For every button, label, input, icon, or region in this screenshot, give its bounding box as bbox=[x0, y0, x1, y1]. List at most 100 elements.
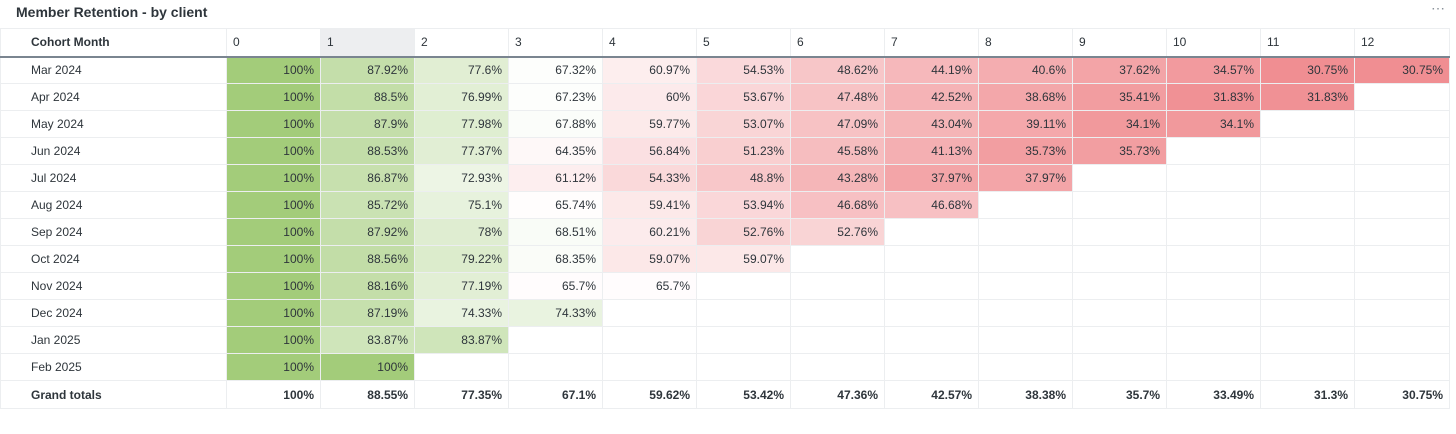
retention-cell: 47.48% bbox=[790, 83, 885, 111]
table-row: Nov 2024 100% 88.16% 77.19% 65.7% 65.7% bbox=[0, 272, 1450, 300]
empty-cell bbox=[1354, 110, 1450, 138]
column-header-8[interactable]: 8 bbox=[978, 28, 1073, 58]
empty-cell bbox=[1072, 353, 1167, 381]
empty-cell bbox=[508, 353, 603, 381]
empty-cell bbox=[1260, 191, 1355, 219]
column-header-7[interactable]: 7 bbox=[884, 28, 979, 58]
retention-cell: 53.07% bbox=[696, 110, 791, 138]
column-header-5[interactable]: 5 bbox=[696, 28, 791, 58]
retention-cell: 100% bbox=[226, 299, 321, 327]
retention-cell: 60.97% bbox=[602, 56, 697, 84]
retention-cell: 100% bbox=[226, 245, 321, 273]
retention-cell: 65.74% bbox=[508, 191, 603, 219]
retention-cell: 60.21% bbox=[602, 218, 697, 246]
retention-cell: 83.87% bbox=[414, 326, 509, 354]
retention-cell: 53.67% bbox=[696, 83, 791, 111]
retention-cell: 87.9% bbox=[320, 110, 415, 138]
retention-cell: 78% bbox=[414, 218, 509, 246]
cohort-month-label: Jan 2025 bbox=[0, 326, 227, 354]
grand-totals-label: Grand totals bbox=[0, 380, 227, 409]
retention-cell: 87.92% bbox=[320, 218, 415, 246]
cohort-month-label: Aug 2024 bbox=[0, 191, 227, 219]
empty-cell bbox=[1354, 191, 1450, 219]
retention-cell: 31.83% bbox=[1260, 83, 1355, 111]
empty-cell bbox=[602, 326, 697, 354]
retention-cell: 83.87% bbox=[320, 326, 415, 354]
grand-total-cell: 30.75% bbox=[1354, 380, 1450, 409]
cohort-month-label: May 2024 bbox=[0, 110, 227, 138]
column-header-1[interactable]: 1 bbox=[320, 28, 415, 58]
empty-cell bbox=[790, 272, 885, 300]
column-header-4[interactable]: 4 bbox=[602, 28, 697, 58]
column-header-2[interactable]: 2 bbox=[414, 28, 509, 58]
column-header-cohort-month[interactable]: Cohort Month bbox=[0, 28, 227, 58]
retention-cell: 37.97% bbox=[978, 164, 1073, 192]
more-options-icon[interactable]: ⋯ bbox=[1431, 0, 1446, 16]
retention-cell: 59.77% bbox=[602, 110, 697, 138]
retention-table: Cohort Month 0 1 2 3 4 5 6 7 8 9 10 11 12 Mar 2024 10… bbox=[0, 28, 1450, 409]
retention-cell: 100% bbox=[226, 137, 321, 165]
empty-cell bbox=[602, 353, 697, 381]
cohort-month-label: Dec 2024 bbox=[0, 299, 227, 327]
table-body: Mar 2024 100% 87.92% 77.6% 67.32% 60.97% 54.53… bbox=[0, 56, 1450, 381]
retention-cell: 45.58% bbox=[790, 137, 885, 165]
retention-cell: 35.73% bbox=[978, 137, 1073, 165]
empty-cell bbox=[1072, 164, 1167, 192]
retention-cell: 88.56% bbox=[320, 245, 415, 273]
retention-cell: 86.87% bbox=[320, 164, 415, 192]
table-row: Mar 2024 100% 87.92% 77.6% 67.32% 60.97% 54.53… bbox=[0, 56, 1450, 84]
empty-cell bbox=[1166, 299, 1261, 327]
empty-cell bbox=[1166, 137, 1261, 165]
cohort-month-label: Nov 2024 bbox=[0, 272, 227, 300]
retention-cell: 35.73% bbox=[1072, 137, 1167, 165]
retention-cell: 87.19% bbox=[320, 299, 415, 327]
empty-cell bbox=[1072, 272, 1167, 300]
column-header-3[interactable]: 3 bbox=[508, 28, 603, 58]
retention-cell: 38.68% bbox=[978, 83, 1073, 111]
cohort-month-label: Oct 2024 bbox=[0, 245, 227, 273]
header-row: Cohort Month 0 1 2 3 4 5 6 7 8 9 10 11 12 bbox=[0, 28, 1450, 58]
retention-cell: 42.52% bbox=[884, 83, 979, 111]
retention-cell: 76.99% bbox=[414, 83, 509, 111]
empty-cell bbox=[884, 272, 979, 300]
empty-cell bbox=[1166, 191, 1261, 219]
empty-cell bbox=[1260, 245, 1355, 273]
retention-cell: 79.22% bbox=[414, 245, 509, 273]
column-header-12[interactable]: 12 bbox=[1354, 28, 1450, 58]
retention-cell: 72.93% bbox=[414, 164, 509, 192]
empty-cell bbox=[696, 272, 791, 300]
empty-cell bbox=[790, 326, 885, 354]
column-header-6[interactable]: 6 bbox=[790, 28, 885, 58]
empty-cell bbox=[1166, 272, 1261, 300]
retention-cell: 100% bbox=[226, 353, 321, 381]
grand-total-cell: 77.35% bbox=[414, 380, 509, 409]
empty-cell bbox=[790, 299, 885, 327]
cohort-month-label: Mar 2024 bbox=[0, 56, 227, 84]
empty-cell bbox=[884, 299, 979, 327]
retention-cell: 100% bbox=[226, 110, 321, 138]
retention-cell: 35.41% bbox=[1072, 83, 1167, 111]
empty-cell bbox=[1260, 299, 1355, 327]
cohort-month-label: Jun 2024 bbox=[0, 137, 227, 165]
empty-cell bbox=[978, 191, 1073, 219]
empty-cell bbox=[1354, 299, 1450, 327]
column-header-10[interactable]: 10 bbox=[1166, 28, 1261, 58]
empty-cell bbox=[884, 245, 979, 273]
empty-cell bbox=[696, 353, 791, 381]
column-header-11[interactable]: 11 bbox=[1260, 28, 1355, 58]
retention-cell: 31.83% bbox=[1166, 83, 1261, 111]
retention-cell: 48.8% bbox=[696, 164, 791, 192]
empty-cell bbox=[1072, 326, 1167, 354]
table-row: Apr 2024 100% 88.5% 76.99% 67.23% 60% 53.67% 47… bbox=[0, 83, 1450, 111]
empty-cell bbox=[1166, 245, 1261, 273]
empty-cell bbox=[1260, 110, 1355, 138]
empty-cell bbox=[1166, 164, 1261, 192]
empty-cell bbox=[602, 299, 697, 327]
column-header-9[interactable]: 9 bbox=[1072, 28, 1167, 58]
cohort-month-label: Jul 2024 bbox=[0, 164, 227, 192]
column-header-0[interactable]: 0 bbox=[226, 28, 321, 58]
retention-cell: 54.53% bbox=[696, 56, 791, 84]
retention-cell: 67.32% bbox=[508, 56, 603, 84]
retention-cell: 46.68% bbox=[790, 191, 885, 219]
table-row: Oct 2024 100% 88.56% 79.22% 68.35% 59.07% 59.0… bbox=[0, 245, 1450, 273]
